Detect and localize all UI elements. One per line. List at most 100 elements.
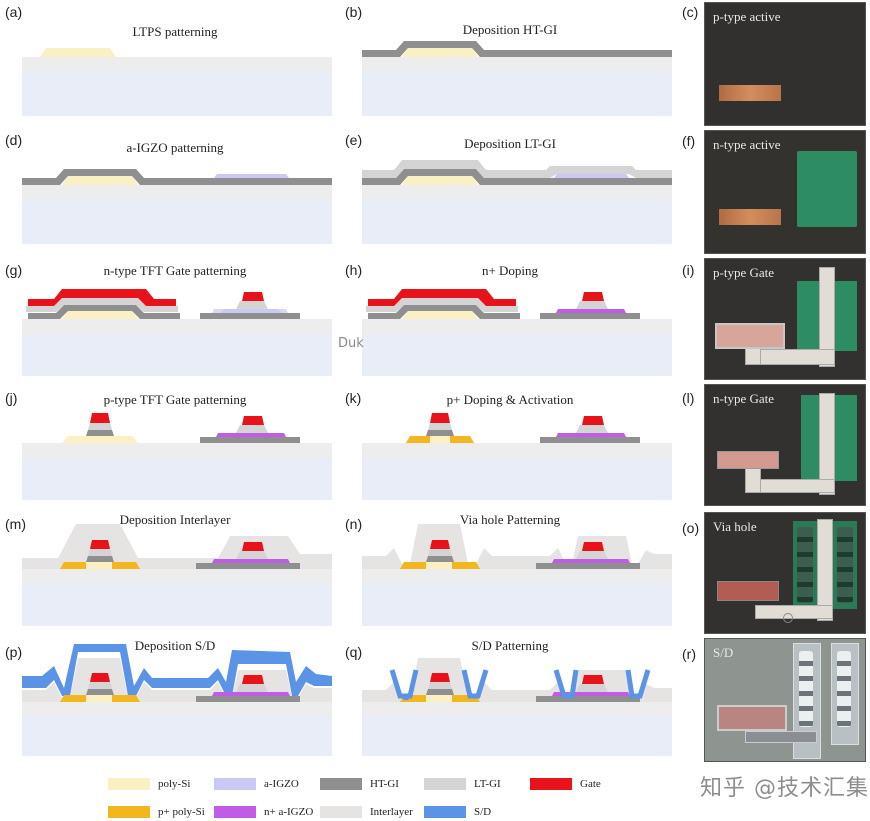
panel-title: n+ Doping — [481, 263, 539, 278]
legend-swatch — [424, 806, 466, 818]
photo-c: p-type active — [704, 2, 866, 126]
p-type-active-strip — [719, 209, 781, 225]
panel-title: n-type TFT Gate patterning — [103, 263, 247, 278]
panel-title: Deposition HT-GI — [462, 22, 558, 37]
panel-title: p+ Doping & Activation — [446, 392, 574, 407]
photo-letter: (o) — [682, 520, 700, 536]
panel-q: (q) S/D Patterning — [340, 630, 680, 760]
legend-item-ht-gi: HT-GI — [320, 778, 399, 790]
panel-m: (m) Deposition Interlayer — [0, 506, 340, 630]
p-type-gate-pad — [715, 323, 785, 349]
panel-title: Deposition LT-GI — [464, 136, 556, 151]
legend-swatch — [320, 806, 362, 818]
legend-label: poly-Si — [158, 778, 191, 790]
via-column-right — [837, 527, 853, 603]
panel-letter: (n) — [345, 516, 363, 532]
legend-item-interlayer: Interlayer — [320, 806, 413, 818]
p-type-sd-pad — [717, 705, 787, 731]
photo-letter: (f) — [682, 133, 696, 149]
photo-label: n-type Gate — [713, 391, 775, 406]
cross-section-p — [22, 644, 332, 756]
gate-line-vertical — [819, 393, 835, 495]
panel-title: p-type TFT Gate patterning — [103, 392, 247, 407]
panel-p: (p) Deposition S/D — [0, 630, 340, 760]
panel-g: (g) n-type TFT Gate patterning — [0, 256, 340, 380]
cross-section-n — [362, 524, 672, 626]
panel-n: (n) Via hole Patterning — [340, 506, 680, 630]
photo-letter: (i) — [682, 262, 695, 278]
panel-letter: (a) — [5, 4, 23, 20]
legend-item-p-poly-si: p+ poly-Si — [108, 806, 205, 818]
panel-title: Deposition Interlayer — [119, 512, 231, 527]
cross-section-d — [22, 169, 332, 244]
panel-letter: (q) — [345, 644, 363, 660]
panel-letter: (j) — [5, 390, 18, 406]
panel-e: (e) Deposition LT-GI — [340, 128, 680, 256]
photo-label: p-type Gate — [713, 265, 775, 280]
panel-j: (j) p-type TFT Gate patterning — [0, 380, 340, 506]
panel-a: (a) LTPS patterning — [0, 0, 340, 128]
via-column-left — [797, 527, 813, 603]
legend-label: Gate — [580, 778, 601, 790]
photo-label: n-type active — [713, 137, 781, 152]
panel-letter: (h) — [345, 262, 363, 278]
via-column-left — [799, 651, 813, 727]
cross-section-g — [22, 289, 332, 376]
photo-letter: (c) — [682, 4, 699, 20]
n-type-active-pad — [797, 151, 857, 227]
cross-section-h — [362, 289, 672, 376]
p-type-gate-pad — [717, 451, 779, 469]
photo-letter: (r) — [682, 646, 696, 662]
legend-label: n+ a-IGZO — [264, 806, 314, 818]
cross-section-a — [22, 48, 332, 116]
legend-swatch — [108, 778, 150, 790]
via-column-right — [837, 651, 851, 727]
stray-text: Duk — [338, 336, 364, 351]
panel-b: (b) Deposition HT-GI — [340, 0, 680, 128]
panel-letter: (g) — [5, 262, 23, 278]
legend-swatch — [320, 778, 362, 790]
photo-label: S/D — [713, 645, 734, 660]
legend-swatch — [214, 806, 256, 818]
legend-swatch — [214, 778, 256, 790]
sd-line-horizontal — [745, 731, 817, 743]
photo-i: p-type Gate — [704, 258, 866, 380]
cross-section-j — [22, 413, 332, 500]
legend-item-n-a-igzo: n+ a-IGZO — [214, 806, 313, 818]
legend-swatch — [530, 778, 572, 790]
legend-item-sd: S/D — [424, 806, 491, 818]
cross-section-k — [362, 413, 672, 500]
gate-line-vertical — [817, 519, 833, 621]
photo-r: S/D — [704, 638, 866, 762]
photo-label: p-type active — [713, 9, 781, 24]
legend-item-poly-si: poly-Si — [108, 778, 190, 790]
legend-label: S/D — [474, 806, 492, 818]
photo-label: Via hole — [713, 519, 757, 534]
legend-swatch — [424, 778, 466, 790]
panel-letter: (b) — [345, 4, 363, 20]
gate-line-horizontal — [755, 605, 833, 619]
panel-d: (d) a-IGZO patterning — [0, 128, 340, 256]
legend-label: p+ poly-Si — [158, 806, 205, 818]
photo-letter: (l) — [682, 390, 695, 406]
panel-title: LTPS patterning — [132, 24, 218, 39]
legend-label: HT-GI — [370, 778, 399, 790]
legend-item-gate: Gate — [530, 778, 601, 790]
watermark: 知乎 @技术汇集 — [700, 776, 869, 801]
cross-section-m — [22, 524, 332, 626]
panel-letter: (p) — [5, 644, 23, 660]
legend-item-lt-gi: LT-GI — [424, 778, 501, 790]
panel-letter: (k) — [345, 390, 362, 406]
via-hole — [783, 613, 793, 623]
panel-letter: (d) — [5, 132, 23, 148]
cross-section-b — [362, 41, 672, 116]
panel-title: S/D Patterning — [471, 638, 549, 653]
panel-title: Via hole Patterning — [459, 512, 561, 527]
legend-label: Interlayer — [370, 806, 413, 818]
photo-f: n-type active — [704, 130, 866, 254]
panel-title: a-IGZO patterning — [126, 140, 224, 155]
photo-l: n-type Gate — [704, 384, 866, 506]
cross-section-e — [362, 160, 672, 244]
legend-item-a-igzo: a-IGZO — [214, 778, 299, 790]
p-type-active-strip — [719, 85, 781, 101]
